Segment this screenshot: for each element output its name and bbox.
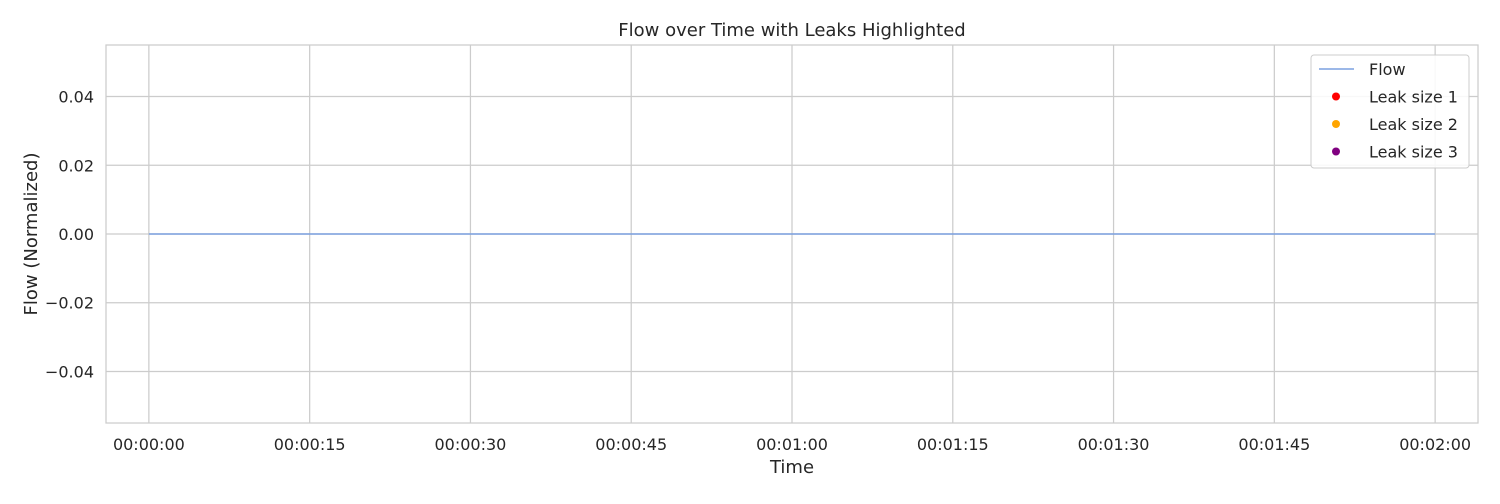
y-tick-label: −0.04 [45, 362, 94, 381]
x-tick-label: 00:01:30 [1078, 435, 1150, 454]
legend-frame [1310, 54, 1470, 169]
legend-label: Leak size 2 [1369, 115, 1458, 134]
x-tick-label: 00:00:00 [113, 435, 185, 454]
y-tick-label: 0.00 [58, 225, 94, 244]
x-tick-label: 00:01:15 [917, 435, 989, 454]
legend-label: Leak size 3 [1369, 143, 1458, 162]
legend-marker-swatch [1332, 120, 1340, 128]
chart-title: Flow over Time with Leaks Highlighted [618, 20, 965, 41]
x-tick-label: 00:00:30 [435, 435, 507, 454]
y-tick-label: 0.02 [58, 156, 94, 175]
legend-marker-swatch [1332, 92, 1340, 101]
y-axis-label: Flow (Normalized) [21, 153, 42, 316]
legend-marker-swatch [1332, 147, 1340, 156]
y-tick-labels: −0.04 −0.02 0.00 0.02 0.04 [45, 88, 94, 382]
legend-items: Flow Leak size 1 Leak size 2 Leak size 3 [1319, 60, 1458, 162]
y-tick-label: 0.04 [58, 88, 94, 107]
legend-label: Leak size 1 [1369, 88, 1458, 107]
x-tick-label: 00:02:00 [1399, 435, 1471, 454]
x-tick-label: 00:00:15 [274, 435, 346, 454]
x-tick-label: 00:01:00 [756, 435, 828, 454]
legend-label: Flow [1369, 60, 1406, 79]
legend: Flow Leak size 1 Leak size 2 Leak size 3 [1310, 54, 1470, 169]
x-tick-label: 00:00:45 [595, 435, 667, 454]
y-tick-label: −0.02 [45, 294, 94, 313]
x-tick-label: 00:01:45 [1238, 435, 1310, 454]
x-tick-labels: 00:00:00 00:00:15 00:00:30 00:00:45 00:01:00… [113, 435, 1471, 454]
x-axis-label: Time [769, 457, 814, 478]
